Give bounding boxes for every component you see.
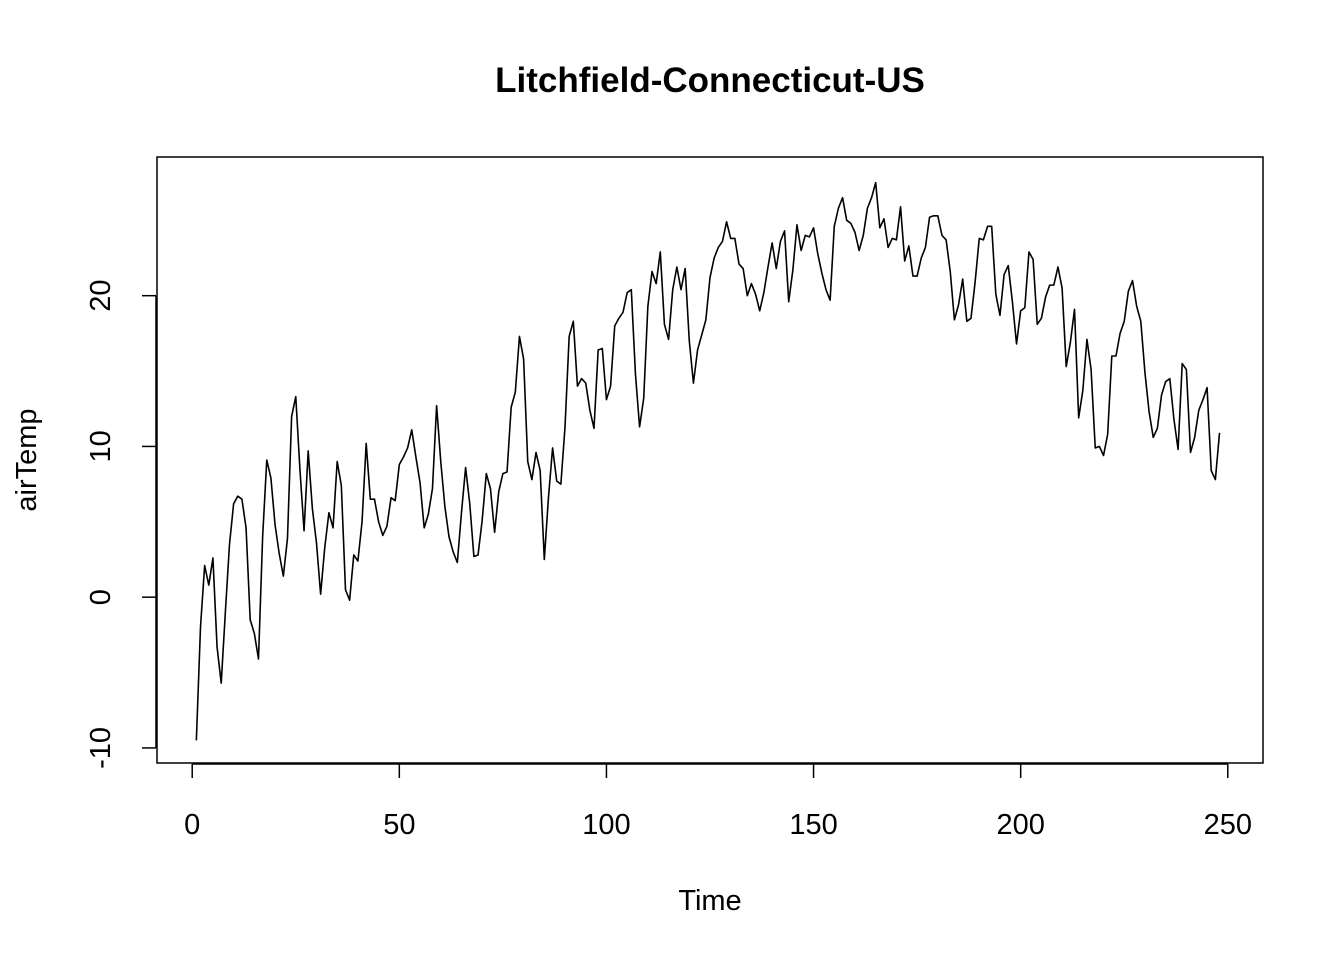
plot-frame (156, 156, 1264, 764)
chart-title: Litchfield-Connecticut-US (495, 61, 925, 100)
y-tick-label: 20 (85, 280, 117, 312)
x-tick-label: 250 (1204, 809, 1252, 841)
x-axis: 0 50 100 150 200 250 (184, 763, 1252, 841)
y-tick-label: -10 (85, 727, 117, 769)
y-tick-label: 0 (85, 589, 117, 605)
y-axis-label: airTemp (11, 408, 43, 511)
x-tick-label: 200 (996, 809, 1044, 841)
x-axis-label: Time (678, 885, 741, 917)
x-tick-label: 150 (789, 809, 837, 841)
y-tick-label: 10 (85, 430, 117, 462)
x-tick-label: 0 (184, 809, 200, 841)
x-tick-label: 50 (383, 809, 415, 841)
series-line (195, 181, 1221, 741)
x-tick-label: 100 (582, 809, 630, 841)
y-axis: -10 0 10 20 (85, 280, 157, 769)
